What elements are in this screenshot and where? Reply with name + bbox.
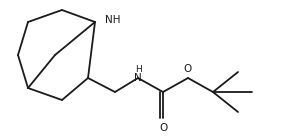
Text: O: O	[159, 123, 167, 133]
Text: NH: NH	[105, 15, 120, 25]
Text: O: O	[184, 64, 192, 74]
Text: H: H	[135, 65, 141, 74]
Text: N: N	[134, 73, 142, 83]
